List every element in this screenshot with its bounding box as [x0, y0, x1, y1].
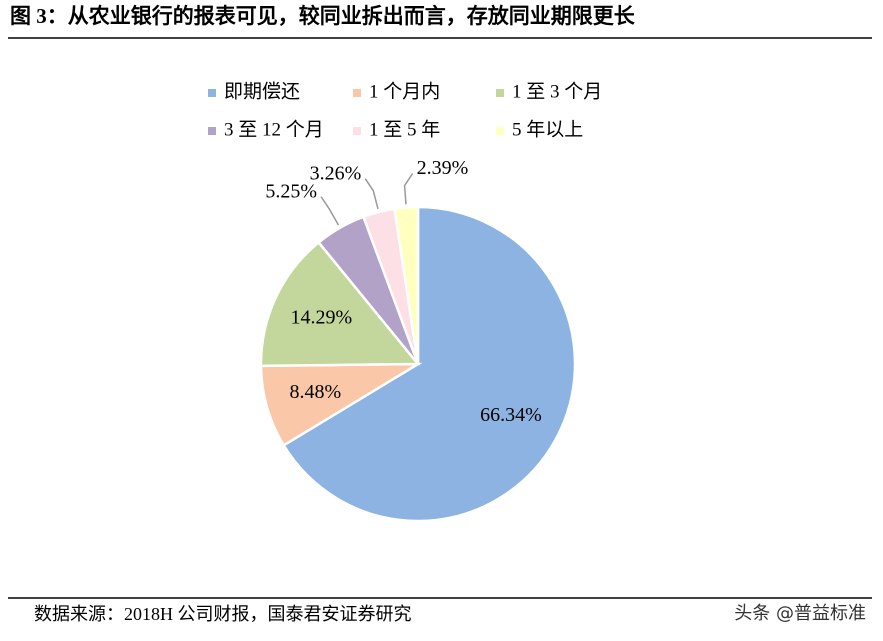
pie-slice [281, 205, 577, 523]
data-label: 66.34% [480, 404, 542, 426]
legend-label: 1 至 3 个月 [512, 80, 602, 102]
pie-slice [259, 240, 421, 368]
legend-swatch [353, 127, 361, 135]
data-label: 14.29% [290, 306, 352, 328]
data-label: 8.48% [290, 381, 342, 403]
source-note: 数据来源：2018H 公司财报，国泰君安证券研究 [34, 604, 412, 624]
legend-label: 即期偿还 [224, 80, 300, 102]
legend-label: 1 个月内 [369, 80, 440, 102]
data-label: 5.25% [265, 180, 317, 202]
leader-line [364, 178, 379, 210]
legend-label: 5 年以上 [512, 118, 583, 140]
legend-label: 1 至 5 年 [369, 118, 440, 140]
legend-swatch [496, 127, 504, 135]
data-label: 2.39% [417, 157, 469, 179]
chart-title: 图 3：从农业银行的报表可见，较同业拆出而言，存放同业期限更长 [10, 4, 636, 28]
data-label: 3.26% [310, 162, 362, 184]
legend-label: 3 至 12 个月 [224, 118, 324, 140]
legend-swatch [496, 89, 504, 97]
pie-slice [393, 205, 420, 365]
leader-line [320, 196, 340, 226]
watermark: 头条 @普益标准 [734, 603, 866, 624]
legend-swatch [208, 127, 216, 135]
pie-slice [259, 362, 423, 448]
leader-line [403, 173, 414, 205]
legend-swatch [208, 89, 216, 97]
legend-swatch [353, 89, 361, 97]
